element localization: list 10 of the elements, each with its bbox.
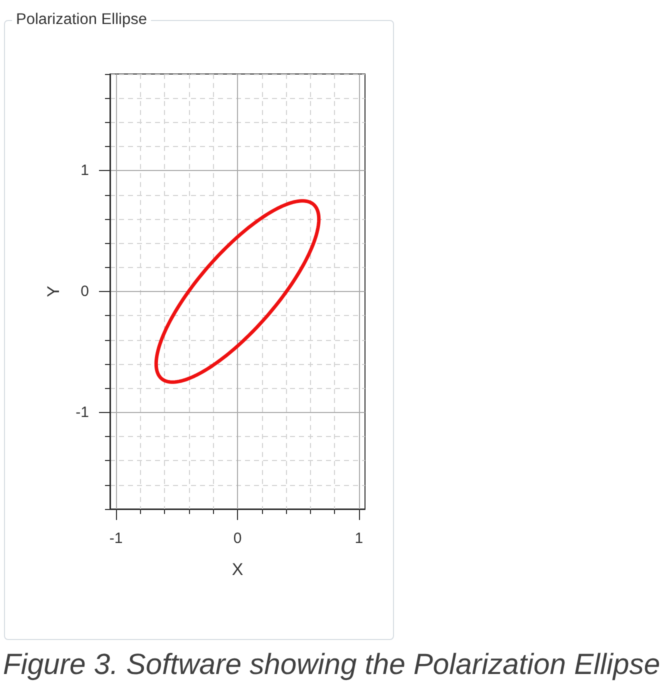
- x-axis-title: X: [232, 560, 244, 579]
- x-tick-label: -1: [109, 530, 123, 547]
- caption: Figure 3. Software showing the Polarization Ellipse: [3, 649, 660, 681]
- chart-title: Polarization Ellipse: [16, 11, 147, 28]
- y-tick-label: 0: [80, 283, 89, 300]
- y-tick-label: -1: [76, 404, 89, 421]
- x-tick-label: 0: [233, 530, 242, 547]
- y-axis-title: Y: [44, 286, 63, 298]
- x-tick-label: 1: [354, 530, 364, 547]
- y-tick-label: 1: [80, 162, 89, 180]
